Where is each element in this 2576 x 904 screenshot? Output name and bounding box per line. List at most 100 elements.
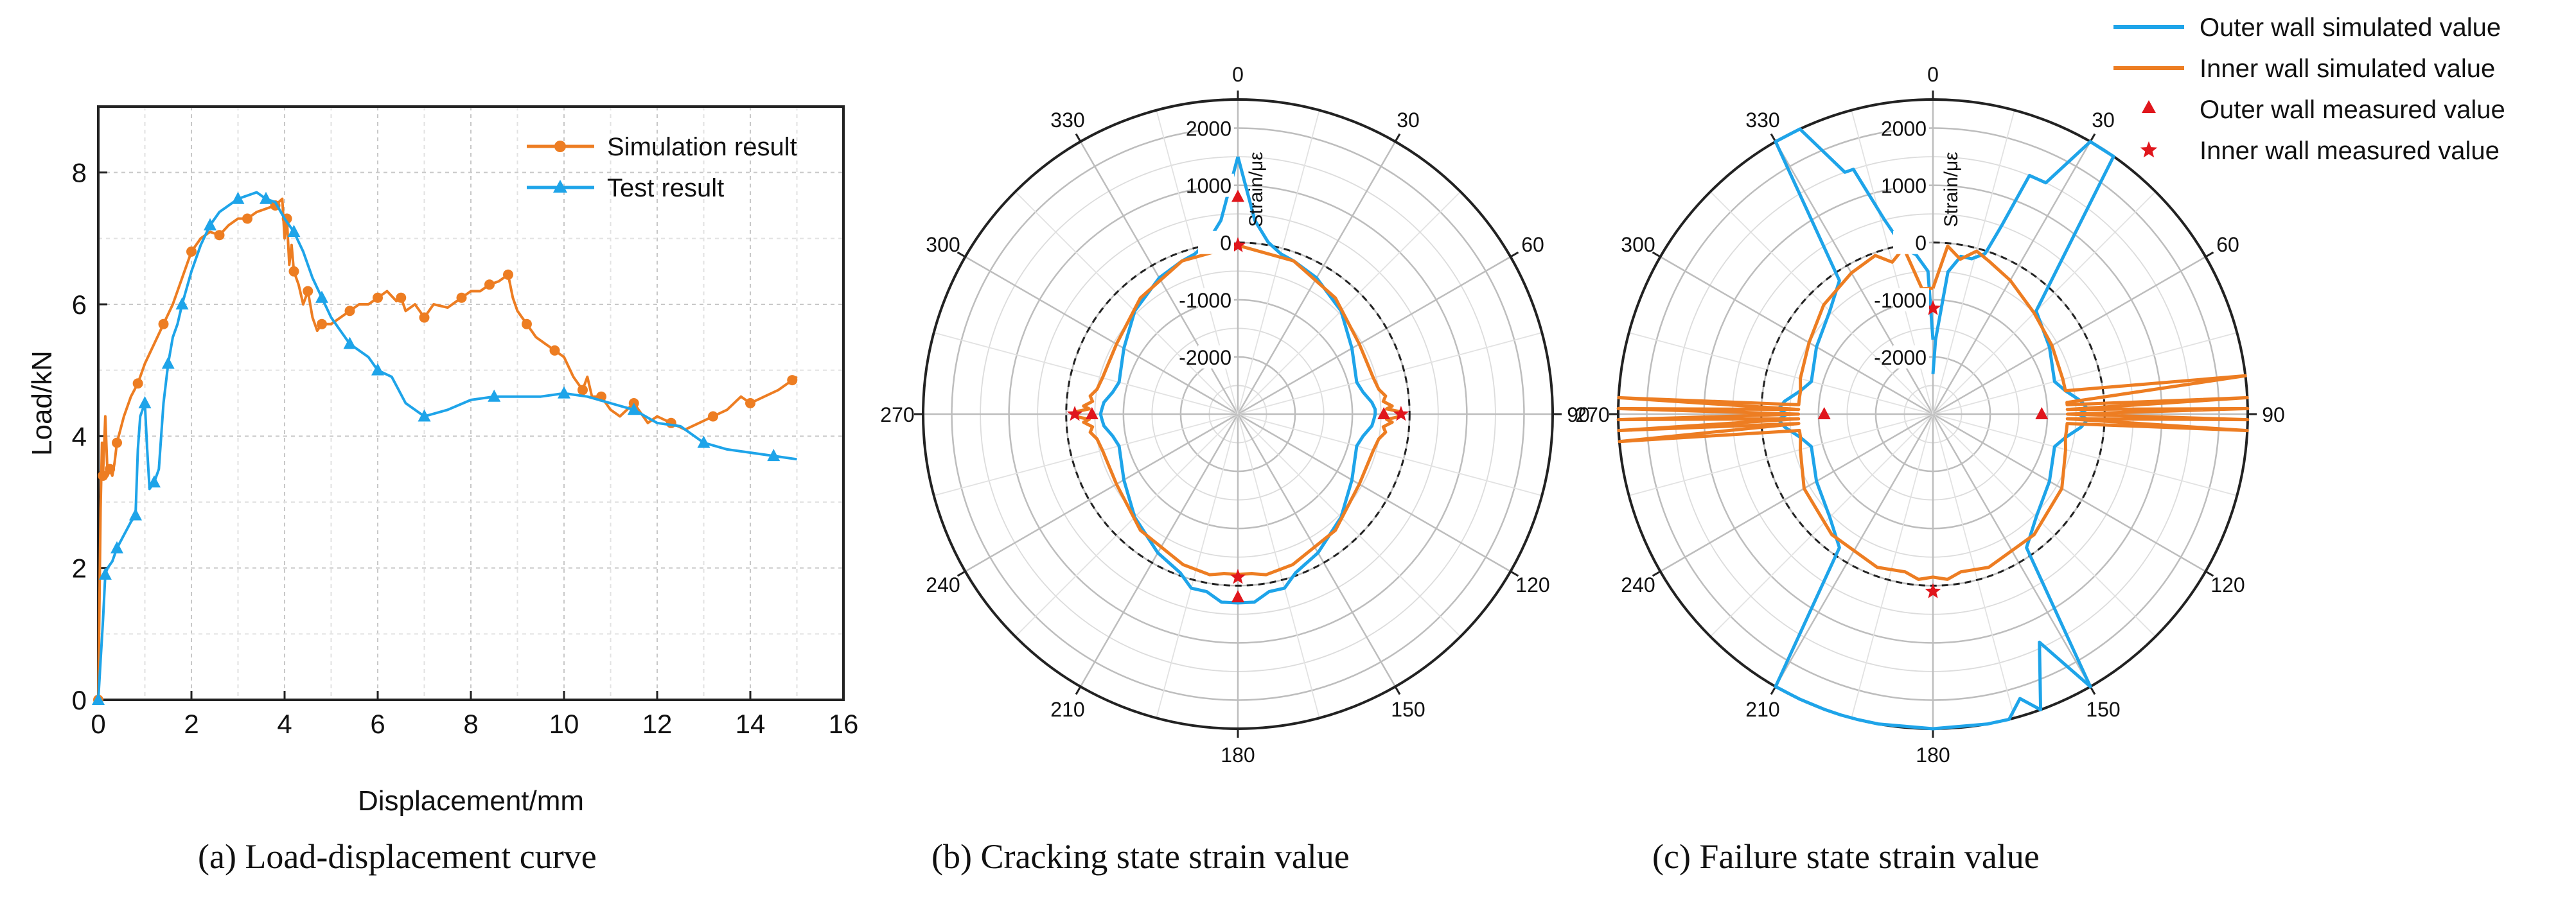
angle-spoke	[1932, 413, 2015, 718]
angle-label: 300	[926, 233, 960, 256]
radial-tick-label: 1000	[1186, 175, 1231, 198]
radial-label-bg	[1198, 288, 1234, 311]
angle-spoke	[1932, 413, 2157, 638]
radial-label-bg	[1198, 345, 1234, 369]
radial-label-bg	[1893, 230, 1929, 254]
simulation-point	[288, 266, 299, 277]
simulation-point	[112, 437, 122, 448]
radial-label-bg	[1198, 116, 1234, 140]
simulation-point	[344, 306, 355, 317]
x-tick-label: 12	[642, 709, 673, 739]
angle-spoke	[1851, 413, 1934, 718]
angle-label: 60	[2216, 233, 2239, 256]
simulation-point	[98, 470, 109, 481]
simulation-point	[373, 292, 383, 303]
angle-spoke	[1932, 141, 2092, 415]
simulation-point	[456, 292, 467, 303]
angle-spoke	[1237, 256, 1511, 415]
radial-label-bg	[1893, 116, 1929, 140]
radial-label-bg	[1198, 173, 1234, 197]
chart-c-labels: 0 30 60 90 120 150 180 210 240 270 300 330 2000 1000 0…	[1575, 63, 2284, 767]
simulation-point	[578, 385, 588, 396]
angle-spoke	[1237, 191, 1461, 415]
outer-measured-point	[1085, 407, 1098, 419]
simulation-point	[317, 318, 327, 329]
angle-spoke	[1932, 110, 2015, 415]
test-point	[627, 403, 640, 415]
test-point	[204, 218, 216, 230]
angle-tick	[2205, 570, 2214, 577]
x-tick-label: 10	[549, 709, 579, 739]
angle-spoke	[1709, 191, 1934, 415]
load-displacement-chart: 0 2 4 6 8 10 12 14 16 0 2 4 6 8 Load/kN Displacement/…	[26, 105, 859, 876]
y-tick-label: 0	[72, 685, 87, 715]
angle-label: 30	[1397, 109, 1420, 132]
outer-measured-point	[1377, 407, 1391, 419]
simulation-point	[105, 464, 116, 474]
angle-label: 330	[1050, 109, 1084, 132]
test-point	[138, 396, 152, 408]
zero-reference-circle	[1065, 241, 1411, 587]
caption-b: (b) Cracking state strain value	[931, 837, 1350, 876]
angle-tick	[957, 251, 966, 258]
simulation-point	[158, 318, 169, 329]
x-tick-label: 6	[370, 709, 385, 739]
angle-tick	[1652, 251, 1661, 258]
inner-wall-curve	[1616, 244, 2250, 581]
angle-spoke	[965, 413, 1239, 573]
test-point	[110, 541, 123, 553]
angle-tick	[1394, 133, 1401, 143]
caption-c: (c) Failure state strain value	[1652, 837, 2040, 876]
angle-label: 330	[1745, 109, 1779, 132]
test-point	[231, 191, 245, 204]
angle-tick	[1510, 570, 1519, 577]
angle-label: 180	[1916, 743, 1950, 767]
chart-b-series	[1066, 156, 1409, 605]
radial-label-bg	[1893, 345, 1929, 369]
outer-wall-curve	[1774, 127, 2115, 731]
radial-label-bg	[1893, 173, 1929, 197]
outer-measured-point	[2035, 407, 2049, 419]
outer-wall-curve	[1098, 156, 1377, 605]
angle-spoke	[1932, 413, 2206, 573]
legend-test-label: Test result	[607, 174, 724, 202]
chart-a-ticks: 0 2 4 6 8 10 12 14 16 0 2 4 6 8	[72, 158, 859, 739]
angle-label: 240	[1621, 573, 1655, 596]
angle-spoke	[1237, 413, 1320, 718]
x-tick-label: 14	[736, 709, 766, 739]
chart-c-series	[1616, 127, 2250, 731]
angle-label: 270	[1575, 403, 1609, 426]
legend-outer-sim-label: Outer wall simulated value	[2200, 13, 2501, 42]
angle-label: 210	[1050, 698, 1084, 721]
angle-spoke	[933, 332, 1239, 415]
test-point	[767, 449, 781, 462]
simulation-point	[132, 378, 143, 389]
test-point	[175, 297, 189, 309]
outer-measured-point	[1817, 407, 1831, 419]
radial-label-bg	[1893, 288, 1929, 311]
test-point	[260, 191, 272, 204]
angle-spoke	[1237, 332, 1542, 415]
radial-tick-label: 2000	[1881, 117, 1927, 141]
angle-tick	[1394, 686, 1401, 695]
angle-spoke	[933, 413, 1239, 496]
simulation-point	[484, 279, 495, 290]
x-tick-label: 2	[184, 709, 198, 739]
angle-label: 150	[1391, 698, 1425, 721]
angle-spoke	[1709, 413, 1934, 638]
angle-spoke	[1932, 191, 2157, 415]
angle-label: 120	[1515, 573, 1549, 596]
radial-axis-label: Strain/με	[1941, 152, 1962, 227]
radial-label-bg	[1198, 230, 1234, 254]
y-tick-label: 2	[72, 553, 87, 584]
angle-spoke	[1660, 413, 1934, 573]
angle-label: 0	[1232, 63, 1244, 86]
simulation-point	[242, 213, 252, 224]
angle-spoke	[1079, 413, 1239, 687]
x-tick-label: 4	[277, 709, 292, 739]
angle-tick	[1075, 133, 1082, 143]
test-point	[315, 290, 328, 303]
series-line-test	[97, 191, 797, 700]
simulation-point	[396, 292, 407, 303]
angle-label: 210	[1745, 698, 1779, 721]
